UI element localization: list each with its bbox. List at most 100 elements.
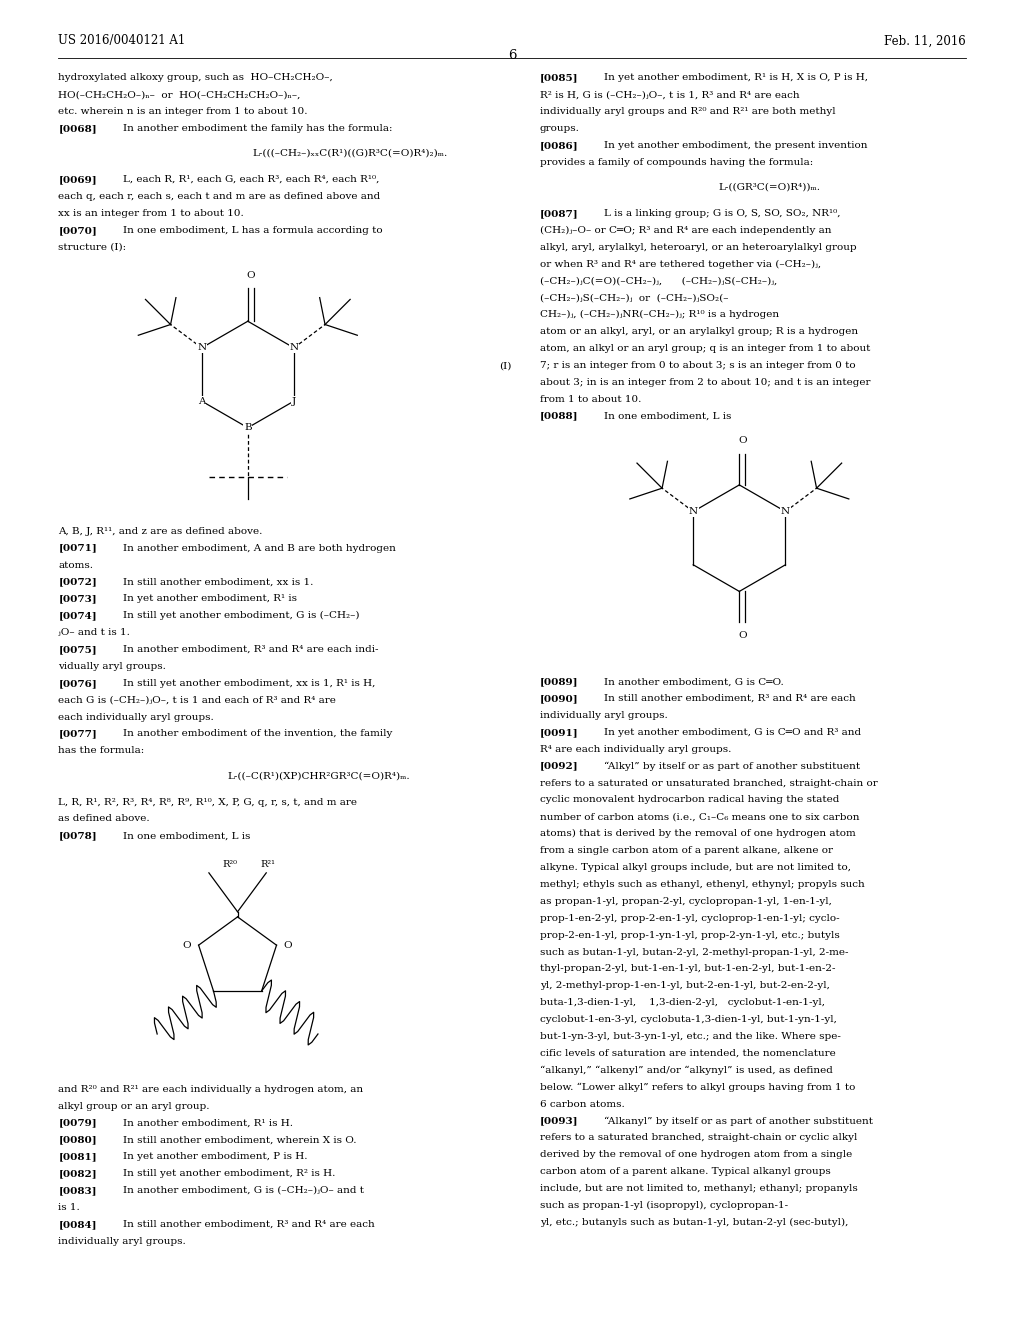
Text: below. “Lower alkyl” refers to alkyl groups having from 1 to: below. “Lower alkyl” refers to alkyl gro… — [540, 1082, 855, 1092]
Text: In still another embodiment, xx is 1.: In still another embodiment, xx is 1. — [123, 577, 313, 586]
Text: A, B, J, R¹¹, and z are as defined above.: A, B, J, R¹¹, and z are as defined above… — [58, 527, 263, 536]
Text: In still another embodiment, R³ and R⁴ are each: In still another embodiment, R³ and R⁴ a… — [123, 1220, 375, 1229]
Text: In yet another embodiment, P is H.: In yet another embodiment, P is H. — [123, 1152, 307, 1162]
Text: atoms) that is derived by the removal of one hydrogen atom: atoms) that is derived by the removal of… — [540, 829, 855, 838]
Text: [0082]: [0082] — [58, 1170, 97, 1177]
Text: [0090]: [0090] — [540, 694, 579, 704]
Text: cific levels of saturation are intended, the nomenclature: cific levels of saturation are intended,… — [540, 1049, 836, 1057]
Text: In one embodiment, L is: In one embodiment, L is — [123, 832, 250, 841]
Text: In one embodiment, L has a formula according to: In one embodiment, L has a formula accor… — [123, 226, 383, 235]
Text: is 1.: is 1. — [58, 1203, 80, 1212]
Text: atom, an alkyl or an aryl group; q is an integer from 1 to about: atom, an alkyl or an aryl group; q is an… — [540, 345, 870, 354]
Text: individually aryl groups and R²⁰ and R²¹ are both methyl: individually aryl groups and R²⁰ and R²¹… — [540, 107, 836, 116]
Text: O: O — [738, 437, 746, 445]
Text: L, R, R¹, R², R³, R⁴, R⁸, R⁹, R¹⁰, X, P, G, q, r, s, t, and m are: L, R, R¹, R², R³, R⁴, R⁸, R⁹, R¹⁰, X, P,… — [58, 797, 357, 807]
Text: [0073]: [0073] — [58, 594, 97, 603]
Text: N: N — [689, 507, 697, 516]
Text: In still yet another embodiment, xx is 1, R¹ is H,: In still yet another embodiment, xx is 1… — [123, 678, 375, 688]
Text: In one embodiment, L is: In one embodiment, L is — [604, 412, 731, 421]
Text: each G is (–CH₂–)ⱼO–, t is 1 and each of R³ and R⁴ are: each G is (–CH₂–)ⱼO–, t is 1 and each of… — [58, 696, 336, 705]
Text: [0077]: [0077] — [58, 730, 97, 738]
Text: N: N — [198, 343, 206, 352]
Text: has the formula:: has the formula: — [58, 746, 144, 755]
Text: from 1 to about 10.: from 1 to about 10. — [540, 395, 641, 404]
Text: but-1-yn-3-yl, but-3-yn-1-yl, etc.; and the like. Where spe-: but-1-yn-3-yl, but-3-yn-1-yl, etc.; and … — [540, 1032, 841, 1041]
Text: about 3; in is an integer from 2 to about 10; and t is an integer: about 3; in is an integer from 2 to abou… — [540, 378, 870, 387]
Text: hydroxylated alkoxy group, such as  HO–CH₂CH₂O–,: hydroxylated alkoxy group, such as HO–CH… — [58, 73, 333, 82]
Text: 7; r is an integer from 0 to about 3; s is an integer from 0 to: 7; r is an integer from 0 to about 3; s … — [540, 362, 855, 370]
Text: [0084]: [0084] — [58, 1220, 97, 1229]
Text: [0068]: [0068] — [58, 124, 97, 133]
Text: include, but are not limited to, methanyl; ethanyl; propanyls: include, but are not limited to, methany… — [540, 1184, 857, 1193]
Text: [0093]: [0093] — [540, 1117, 579, 1126]
Text: alkyl, aryl, arylalkyl, heteroaryl, or an heteroarylalkyl group: alkyl, aryl, arylalkyl, heteroaryl, or a… — [540, 243, 856, 252]
Text: In another embodiment the family has the formula:: In another embodiment the family has the… — [123, 124, 392, 133]
Text: [0091]: [0091] — [540, 727, 579, 737]
Text: [0080]: [0080] — [58, 1135, 97, 1144]
Text: as propan-1-yl, propan-2-yl, cyclopropan-1-yl, 1-en-1-yl,: as propan-1-yl, propan-2-yl, cyclopropan… — [540, 896, 831, 906]
Text: [0076]: [0076] — [58, 678, 97, 688]
Text: R²⁰: R²⁰ — [222, 861, 238, 869]
Text: [0087]: [0087] — [540, 209, 579, 218]
Text: each individually aryl groups.: each individually aryl groups. — [58, 713, 214, 722]
Text: xx is an integer from 1 to about 10.: xx is an integer from 1 to about 10. — [58, 209, 244, 218]
Text: [0088]: [0088] — [540, 412, 579, 421]
Text: L-((GR³C(=O)R⁴))ₘ.: L-((GR³C(=O)R⁴))ₘ. — [719, 182, 821, 191]
Text: In still another embodiment, wherein X is O.: In still another embodiment, wherein X i… — [123, 1135, 356, 1144]
Text: B: B — [244, 424, 252, 432]
Text: L-((–C(R¹)(XP)CHR²GR³C(=O)R⁴)ₘ.: L-((–C(R¹)(XP)CHR²GR³C(=O)R⁴)ₘ. — [227, 771, 410, 780]
Text: [0074]: [0074] — [58, 611, 97, 620]
Text: prop-1-en-2-yl, prop-2-en-1-yl, cycloprop-1-en-1-yl; cyclo-: prop-1-en-2-yl, prop-2-en-1-yl, cyclopro… — [540, 913, 840, 923]
Text: A: A — [198, 396, 206, 405]
Text: In yet another embodiment, G is C═O and R³ and: In yet another embodiment, G is C═O and … — [604, 727, 861, 737]
Text: etc. wherein n is an integer from 1 to about 10.: etc. wherein n is an integer from 1 to a… — [58, 107, 308, 116]
Text: R²¹: R²¹ — [260, 861, 275, 869]
Text: [0070]: [0070] — [58, 226, 97, 235]
Text: [0092]: [0092] — [540, 762, 579, 771]
Text: L is a linking group; G is O, S, SO, SO₂, NR¹⁰,: L is a linking group; G is O, S, SO, SO₂… — [604, 209, 841, 218]
Text: [0069]: [0069] — [58, 176, 97, 185]
Text: In another embodiment, R¹ is H.: In another embodiment, R¹ is H. — [123, 1118, 293, 1127]
Text: buta-1,3-dien-1-yl,    1,3-dien-2-yl,   cyclobut-1-en-1-yl,: buta-1,3-dien-1-yl, 1,3-dien-2-yl, cyclo… — [540, 998, 824, 1007]
Text: O: O — [183, 941, 191, 949]
Text: [0071]: [0071] — [58, 544, 97, 553]
Text: atoms.: atoms. — [58, 561, 93, 569]
Text: derived by the removal of one hydrogen atom from a single: derived by the removal of one hydrogen a… — [540, 1150, 852, 1159]
Text: (–CH₂–)ⱼS(–CH₂–)ⱼ  or  (–CH₂–)ⱼSO₂(–: (–CH₂–)ⱼS(–CH₂–)ⱼ or (–CH₂–)ⱼSO₂(– — [540, 293, 728, 302]
Text: L, each R, R¹, each G, each R³, each R⁴, each R¹⁰,: L, each R, R¹, each G, each R³, each R⁴,… — [123, 176, 379, 185]
Text: yl, 2-methyl-prop-1-en-1-yl, but-2-en-1-yl, but-2-en-2-yl,: yl, 2-methyl-prop-1-en-1-yl, but-2-en-1-… — [540, 981, 829, 990]
Text: alkyl group or an aryl group.: alkyl group or an aryl group. — [58, 1101, 210, 1110]
Text: provides a family of compounds having the formula:: provides a family of compounds having th… — [540, 158, 813, 166]
Text: In another embodiment, G is (–CH₂–)ⱼO– and t: In another embodiment, G is (–CH₂–)ⱼO– a… — [123, 1185, 364, 1195]
Text: vidually aryl groups.: vidually aryl groups. — [58, 661, 166, 671]
Text: from a single carbon atom of a parent alkane, alkene or: from a single carbon atom of a parent al… — [540, 846, 833, 855]
Text: R² is H, G is (–CH₂–)ⱼO–, t is 1, R³ and R⁴ are each: R² is H, G is (–CH₂–)ⱼO–, t is 1, R³ and… — [540, 90, 800, 99]
Text: In another embodiment, G is C═O.: In another embodiment, G is C═O. — [604, 677, 784, 686]
Text: prop-2-en-1-yl, prop-1-yn-1-yl, prop-2-yn-1-yl, etc.; butyls: prop-2-en-1-yl, prop-1-yn-1-yl, prop-2-y… — [540, 931, 840, 940]
Text: O: O — [284, 941, 292, 949]
Text: number of carbon atoms (i.e., C₁–C₆ means one to six carbon: number of carbon atoms (i.e., C₁–C₆ mean… — [540, 812, 859, 821]
Text: (–CH₂–)ⱼC(=O)(–CH₂–)ⱼ,      (–CH₂–)ⱼS(–CH₂–)ⱼ,: (–CH₂–)ⱼC(=O)(–CH₂–)ⱼ, (–CH₂–)ⱼS(–CH₂–)ⱼ… — [540, 277, 777, 285]
Text: “Alkyl” by itself or as part of another substituent: “Alkyl” by itself or as part of another … — [604, 762, 860, 771]
Text: such as propan-1-yl (isopropyl), cyclopropan-1-: such as propan-1-yl (isopropyl), cyclopr… — [540, 1201, 787, 1210]
Text: Feb. 11, 2016: Feb. 11, 2016 — [884, 34, 966, 48]
Text: In another embodiment, A and B are both hydrogen: In another embodiment, A and B are both … — [123, 544, 395, 553]
Text: [0089]: [0089] — [540, 677, 579, 686]
Text: In another embodiment of the invention, the family: In another embodiment of the invention, … — [123, 730, 392, 738]
Text: individually aryl groups.: individually aryl groups. — [58, 1237, 186, 1246]
Text: cyclobut-1-en-3-yl, cyclobuta-1,3-dien-1-yl, but-1-yn-1-yl,: cyclobut-1-en-3-yl, cyclobuta-1,3-dien-1… — [540, 1015, 837, 1024]
Text: HO(–CH₂CH₂O–)ₙ–  or  HO(–CH₂CH₂CH₂O–)ₙ–,: HO(–CH₂CH₂O–)ₙ– or HO(–CH₂CH₂CH₂O–)ₙ–, — [58, 90, 301, 99]
Text: CH₂–)ⱼ, (–CH₂–)ⱼNR(–CH₂–)ⱼ; R¹⁰ is a hydrogen: CH₂–)ⱼ, (–CH₂–)ⱼNR(–CH₂–)ⱼ; R¹⁰ is a hyd… — [540, 310, 779, 319]
Text: ⱼO– and t is 1.: ⱼO– and t is 1. — [58, 628, 130, 638]
Text: O: O — [247, 271, 255, 280]
Text: as defined above.: as defined above. — [58, 814, 150, 824]
Text: [0083]: [0083] — [58, 1185, 97, 1195]
Text: or when R³ and R⁴ are tethered together via (–CH₂–)ⱼ,: or when R³ and R⁴ are tethered together … — [540, 260, 821, 269]
Text: In yet another embodiment, the present invention: In yet another embodiment, the present i… — [604, 141, 867, 150]
Text: N: N — [290, 343, 298, 352]
Text: atom or an alkyl, aryl, or an arylalkyl group; R is a hydrogen: atom or an alkyl, aryl, or an arylalkyl … — [540, 327, 858, 337]
Text: alkyne. Typical alkyl groups include, but are not limited to,: alkyne. Typical alkyl groups include, bu… — [540, 863, 851, 873]
Text: In still yet another embodiment, G is (–CH₂–): In still yet another embodiment, G is (–… — [123, 611, 359, 620]
Text: structure (I):: structure (I): — [58, 243, 127, 252]
Text: In still yet another embodiment, R² is H.: In still yet another embodiment, R² is H… — [123, 1170, 335, 1177]
